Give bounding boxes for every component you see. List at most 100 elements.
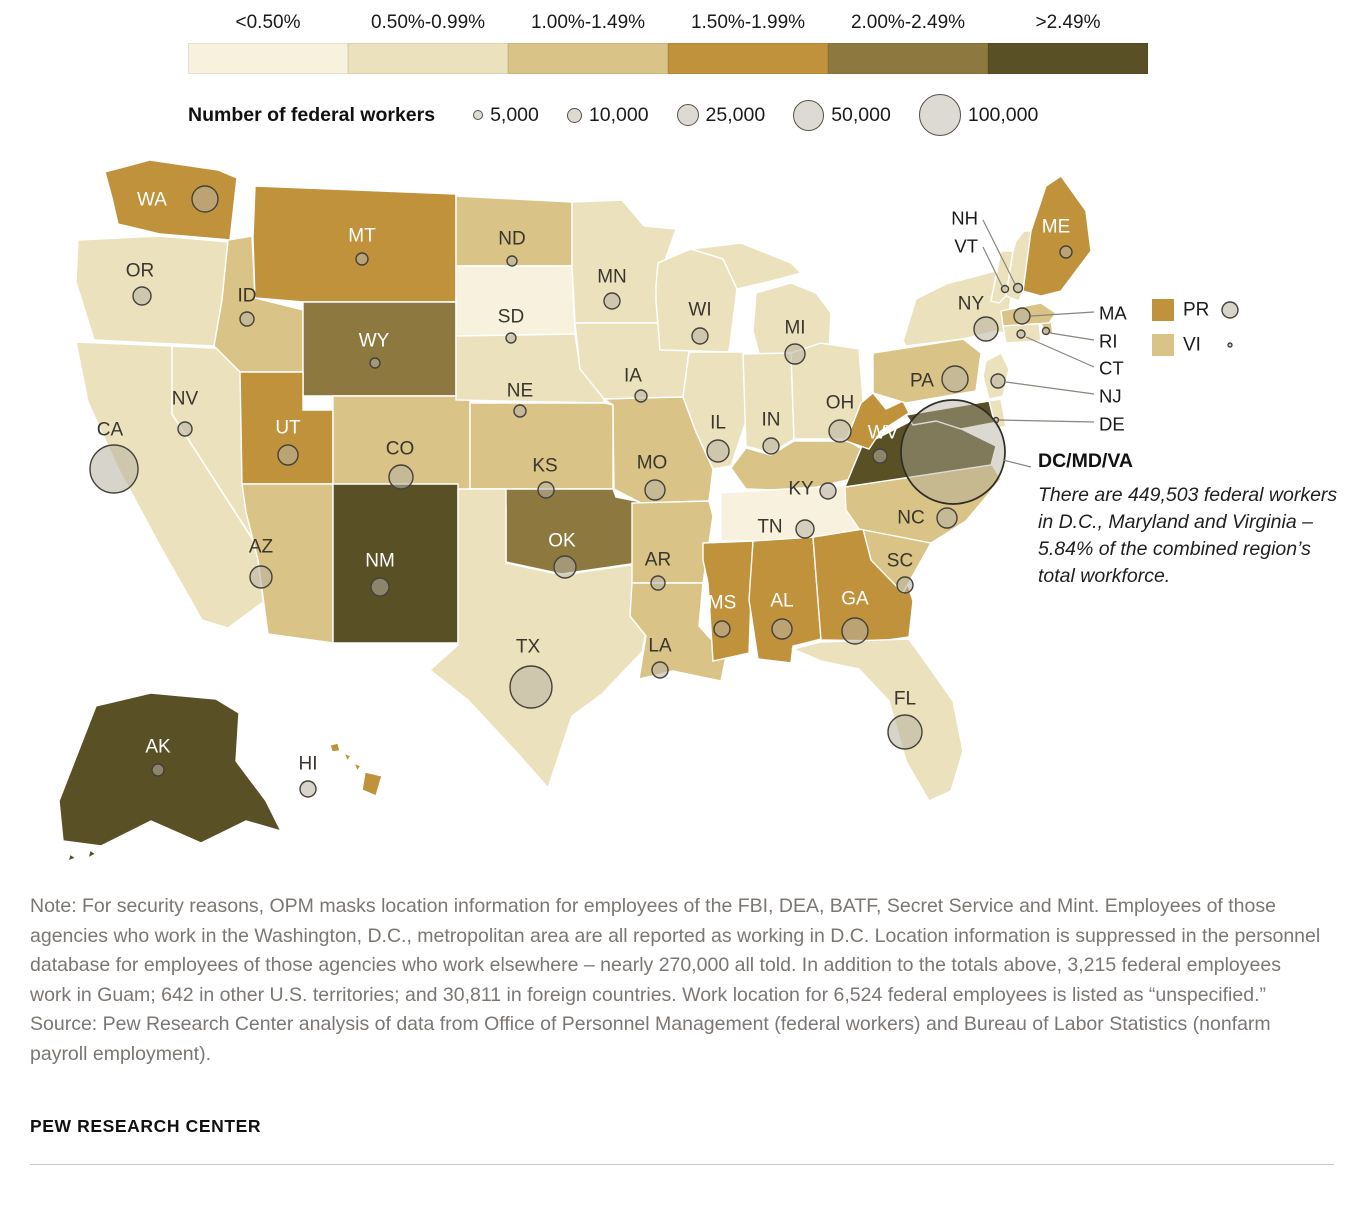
state-NC — [844, 462, 1002, 544]
state-label-CO: CO — [386, 439, 415, 460]
dc-annotation-title: DC/MD/VA — [1038, 450, 1133, 472]
workers-circle-NC — [936, 507, 958, 529]
callout-label-CT: CT — [1099, 358, 1124, 379]
percent-color-legend: <0.50% 0.50%-0.99% 1.00%-1.49% 1.50%-1.99% 2… — [188, 12, 1148, 74]
state-IN — [742, 352, 795, 454]
legend-category-label: 1.50%-1.99% — [690, 12, 806, 33]
workers-circle-VT — [1000, 284, 1010, 294]
size-legend-item: 10,000 — [566, 103, 649, 127]
workers-circle-NV — [177, 421, 193, 437]
workers-circle-NY — [973, 316, 999, 342]
state-label-KS: KS — [532, 456, 557, 477]
size-legend-circle — [473, 110, 484, 120]
circle-size-legend: Number of federal workers 5,000 10,000 25,… — [188, 90, 1038, 140]
size-legend-item: 5,000 — [473, 104, 539, 127]
workers-circle-IN — [762, 437, 780, 455]
workers-circle-TX — [509, 665, 553, 709]
workers-circle-WI — [691, 327, 709, 345]
size-legend-label: 5,000 — [490, 103, 539, 126]
workers-circle-AZ — [249, 565, 273, 589]
workers-circle-WY — [369, 357, 381, 369]
state-LA — [629, 582, 727, 682]
workers-circle-SC — [896, 576, 914, 594]
callout-line-RI — [1049, 332, 1095, 341]
size-legend-label: 50,000 — [831, 103, 891, 126]
workers-circle-MN — [603, 292, 621, 310]
state-label-IL: IL — [710, 413, 726, 434]
workers-circle-AR — [650, 575, 666, 591]
workers-circle-AL — [771, 618, 793, 640]
state-label-OR: OR — [126, 261, 155, 282]
state-label-MO: MO — [637, 453, 668, 474]
legend-category-4: 2.00%-2.49% — [828, 12, 988, 74]
workers-circle-SD — [505, 332, 517, 344]
legend-category-swatch — [508, 43, 668, 74]
legend-category-0: <0.50% — [188, 12, 348, 74]
workers-circle-AK — [151, 763, 165, 777]
callout-label-MA: MA — [1099, 303, 1127, 324]
note-text: Note: For security reasons, OPM masks lo… — [30, 895, 1321, 1006]
state-label-IN: IN — [762, 410, 781, 431]
state-label-KY: KY — [788, 479, 814, 500]
state-AK — [86, 848, 98, 860]
workers-circle-PA — [941, 365, 969, 393]
legend-category-label: >2.49% — [1035, 12, 1101, 33]
state-label-NM: NM — [365, 551, 395, 572]
workers-circle-MO — [644, 479, 666, 501]
size-legend-item: 25,000 — [676, 103, 766, 127]
legend-category-label: 2.00%-2.49% — [850, 12, 966, 33]
state-HI — [329, 742, 341, 753]
workers-circle-ND — [506, 255, 518, 267]
state-label-NY: NY — [958, 294, 985, 315]
workers-circle-LA — [651, 661, 669, 679]
legend-category-label: <0.50% — [235, 12, 301, 33]
workers-circle-CO — [388, 464, 414, 490]
state-HI — [352, 761, 363, 773]
state-label-AL: AL — [770, 591, 793, 612]
workers-circle-MI — [784, 343, 806, 365]
state-TX — [428, 488, 653, 790]
state-label-LA: LA — [648, 636, 672, 657]
workers-circle-OK — [553, 555, 577, 579]
workers-circle-ID — [239, 311, 255, 327]
source-text: Source: Pew Research Center analysis of … — [30, 1013, 1271, 1065]
worker-circles-layer — [89, 185, 1073, 798]
state-label-OK: OK — [548, 531, 576, 552]
callout-line-VT — [982, 246, 1003, 287]
workers-circle-RI — [1041, 326, 1051, 336]
workers-circle-MS — [713, 620, 731, 638]
state-label-WV: WV — [868, 423, 899, 444]
workers-circle-HI — [299, 780, 317, 798]
footnotes: Note: For security reasons, OPM masks lo… — [30, 892, 1322, 1069]
state-label-TX: TX — [516, 637, 541, 658]
workers-circle-NH — [1012, 282, 1024, 294]
state-label-WA: WA — [137, 190, 167, 211]
size-legend-circle — [566, 107, 582, 123]
size-legend-item: 50,000 — [793, 99, 891, 131]
workers-circle-GA — [841, 617, 869, 645]
dc-annotation-text: There are 449,503 federal workers in D.C… — [1038, 484, 1338, 587]
callout-line-MA — [1030, 311, 1095, 317]
state-label-PA: PA — [910, 371, 934, 392]
state-AK — [66, 852, 78, 863]
territory-swatch-PR — [1152, 299, 1174, 321]
state-label-WI: WI — [688, 300, 711, 321]
callout-line-NJ — [1005, 381, 1095, 395]
workers-circle-OR — [132, 286, 152, 306]
workers-circle-CA — [89, 444, 139, 494]
workers-circle-ME — [1059, 245, 1073, 259]
state-HI — [361, 771, 383, 797]
size-legend-label: 25,000 — [705, 103, 766, 126]
legend-category-swatch — [828, 43, 988, 74]
state-label-MN: MN — [597, 267, 627, 288]
state-label-AZ: AZ — [249, 537, 274, 558]
size-legend-label: 10,000 — [588, 103, 649, 126]
state-label-AK: AK — [145, 737, 171, 758]
state-NM — [332, 483, 459, 644]
state-label-GA: GA — [841, 589, 869, 610]
state-label-MS: MS — [708, 593, 737, 614]
callout-line-NH — [982, 219, 1016, 285]
states-layer — [58, 159, 1092, 863]
workers-circle-WA — [191, 185, 219, 213]
